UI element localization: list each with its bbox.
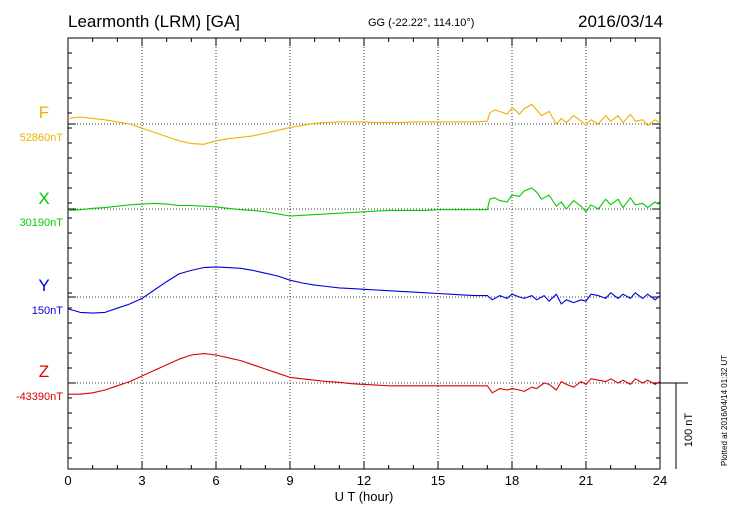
x-tick-label: 24 [653,473,667,488]
series-name-x: X [38,189,49,208]
series-baseline-label-x: 30190nT [20,217,64,229]
series-name-y: Y [38,276,49,295]
coordinates-label: GG (-22.22°, 114.10°) [368,17,475,29]
series-line-f [67,103,661,145]
series-line-y [67,266,661,314]
series-name-z: Z [39,362,49,381]
x-tick-label: 15 [431,473,445,488]
series-line-z [68,353,661,395]
series-baseline-label-y: 150nT [32,305,63,317]
series-line-x [67,187,661,217]
station-title: Learmonth (LRM) [GA] [68,12,240,31]
x-tick-label: 12 [357,473,371,488]
scale-bar-label: 100 nT [683,413,695,448]
series-name-f: F [39,103,49,122]
series-baseline-label-z: -43390nT [16,391,63,403]
date-label: 2016/03/14 [578,12,664,31]
series-baseline-label-f: 52860nT [20,132,64,144]
x-tick-label: 21 [579,473,593,488]
x-tick-label: 3 [138,473,145,488]
x-tick-label: 6 [212,473,219,488]
x-tick-label: 9 [286,473,293,488]
x-axis-label: U T (hour) [335,489,394,504]
x-tick-label: 0 [64,473,71,488]
x-tick-label: 18 [505,473,519,488]
